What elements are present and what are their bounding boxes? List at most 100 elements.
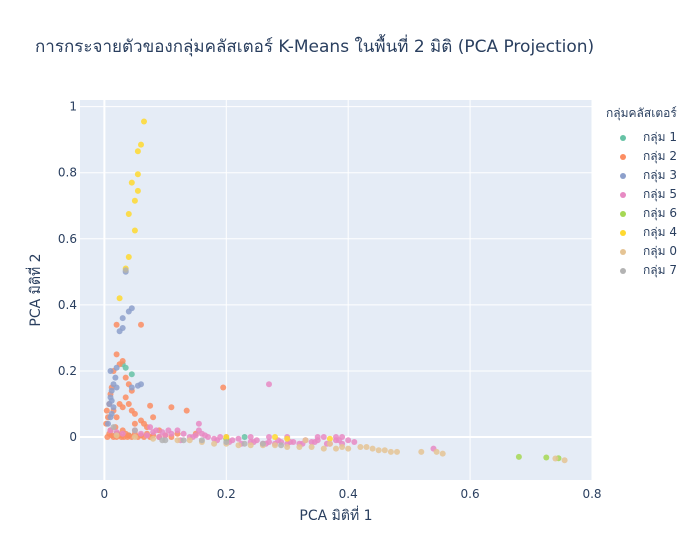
data-point[interactable] [138, 141, 144, 148]
data-point[interactable] [138, 430, 144, 437]
data-point[interactable] [311, 439, 318, 445]
data-point[interactable] [125, 211, 132, 217]
data-point[interactable] [125, 401, 132, 407]
data-point[interactable] [122, 267, 129, 274]
data-point[interactable] [433, 448, 440, 455]
data-point[interactable] [119, 430, 126, 437]
data-point[interactable] [113, 432, 120, 439]
data-point[interactable] [345, 445, 352, 452]
data-point[interactable] [147, 424, 154, 431]
legend-item[interactable]: กลุ่ม 1 [606, 128, 677, 147]
legend-item[interactable]: กลุ่ม 0 [606, 242, 677, 261]
data-point[interactable] [195, 420, 202, 427]
data-point[interactable] [168, 404, 175, 411]
data-point[interactable] [128, 371, 135, 378]
data-point[interactable] [375, 447, 382, 454]
data-point[interactable] [211, 440, 218, 447]
data-point[interactable] [112, 374, 119, 381]
data-point[interactable] [113, 321, 120, 328]
data-point[interactable] [103, 407, 110, 414]
data-point[interactable] [223, 439, 230, 445]
data-point[interactable] [119, 358, 126, 364]
data-point[interactable] [241, 434, 248, 440]
data-point[interactable] [119, 325, 126, 331]
data-point[interactable] [122, 394, 129, 401]
data-point[interactable] [159, 429, 166, 436]
data-point[interactable] [116, 295, 123, 302]
data-point[interactable] [235, 435, 242, 442]
data-point[interactable] [314, 434, 321, 440]
data-point[interactable] [351, 439, 358, 445]
data-point[interactable] [110, 424, 117, 431]
data-point[interactable] [174, 437, 181, 444]
data-point[interactable] [108, 410, 115, 417]
data-point[interactable] [345, 437, 352, 444]
data-point[interactable] [339, 444, 346, 450]
data-point[interactable] [266, 381, 272, 388]
data-point[interactable] [320, 445, 327, 452]
data-point[interactable] [153, 427, 160, 434]
data-point[interactable] [387, 448, 394, 455]
legend-item[interactable]: กลุ่ม 2 [606, 147, 677, 166]
data-point[interactable] [369, 445, 376, 452]
data-point[interactable] [131, 434, 138, 440]
data-point[interactable] [247, 434, 254, 440]
data-point[interactable] [272, 442, 278, 449]
data-point[interactable] [326, 440, 333, 447]
data-point[interactable] [134, 171, 141, 178]
data-point[interactable] [108, 397, 115, 404]
legend-item[interactable]: กลุ่ม 4 [606, 223, 677, 242]
data-point[interactable] [247, 442, 254, 449]
data-point[interactable] [552, 455, 559, 462]
data-point[interactable] [296, 444, 303, 450]
data-point[interactable] [150, 414, 157, 421]
data-point[interactable] [308, 444, 315, 450]
data-point[interactable] [165, 427, 172, 434]
data-point[interactable] [141, 118, 147, 125]
data-point[interactable] [357, 444, 364, 450]
data-point[interactable] [235, 442, 242, 449]
data-point[interactable] [333, 445, 339, 452]
data-point[interactable] [125, 254, 132, 260]
data-point[interactable] [131, 427, 138, 434]
data-point[interactable] [128, 179, 135, 186]
data-point[interactable] [128, 384, 135, 391]
data-point[interactable] [418, 448, 425, 455]
data-point[interactable] [110, 404, 117, 411]
data-point[interactable] [147, 402, 154, 409]
data-point[interactable] [198, 437, 205, 444]
data-point[interactable] [241, 440, 248, 447]
data-point[interactable] [134, 148, 141, 155]
data-point[interactable] [272, 434, 278, 440]
data-point[interactable] [131, 197, 138, 204]
data-point[interactable] [128, 305, 135, 312]
data-point[interactable] [131, 410, 138, 417]
data-point[interactable] [381, 447, 388, 454]
data-point[interactable] [134, 187, 141, 194]
data-point[interactable] [113, 414, 120, 421]
legend-item[interactable]: กลุ่ม 5 [606, 185, 677, 204]
legend-item[interactable]: กลุ่ม 3 [606, 166, 677, 185]
data-point[interactable] [113, 364, 120, 371]
data-point[interactable] [119, 315, 126, 322]
data-point[interactable] [180, 437, 187, 444]
data-point[interactable] [336, 437, 342, 444]
data-point[interactable] [150, 435, 157, 442]
data-point[interactable] [278, 442, 285, 449]
data-point[interactable] [543, 454, 550, 461]
data-point[interactable] [131, 420, 138, 427]
data-point[interactable] [122, 374, 129, 381]
data-point[interactable] [561, 457, 568, 464]
data-point[interactable] [180, 430, 187, 437]
data-point[interactable] [220, 384, 227, 391]
data-point[interactable] [108, 387, 115, 394]
data-point[interactable] [394, 448, 400, 455]
data-point[interactable] [186, 437, 193, 444]
data-point[interactable] [183, 407, 190, 414]
data-point[interactable] [266, 434, 272, 440]
data-point[interactable] [122, 364, 129, 371]
data-point[interactable] [107, 368, 114, 374]
data-point[interactable] [439, 450, 446, 457]
data-point[interactable] [202, 432, 208, 439]
data-point[interactable] [326, 435, 333, 442]
